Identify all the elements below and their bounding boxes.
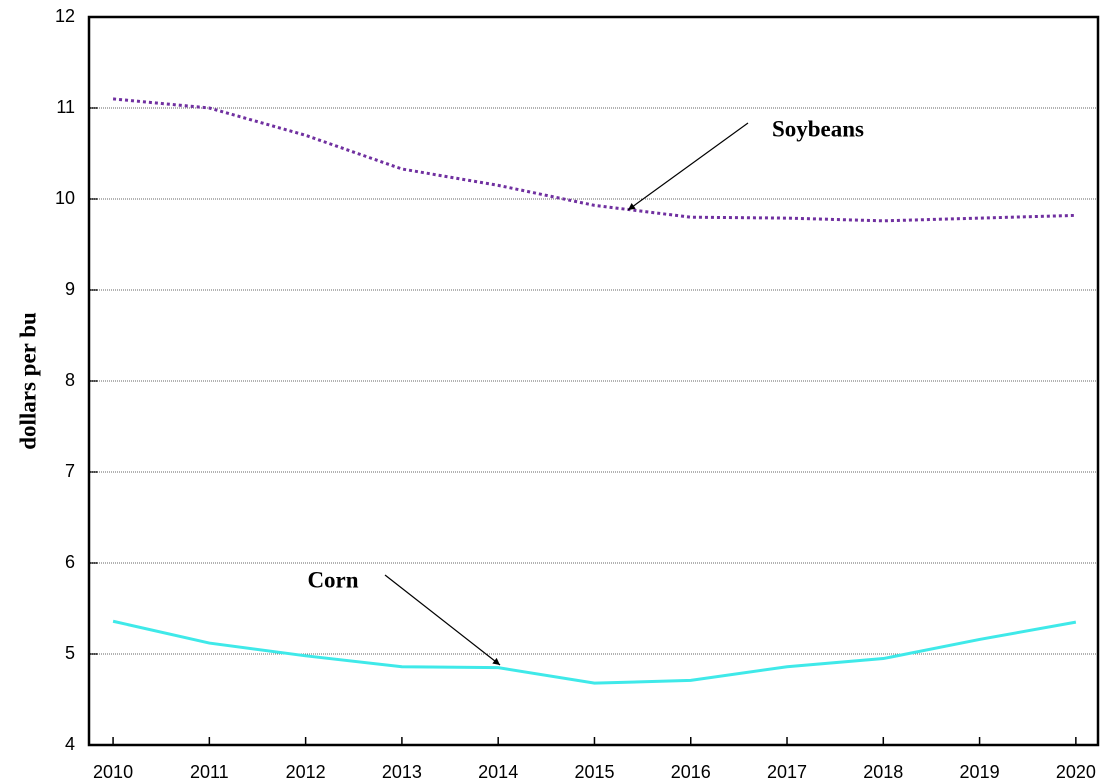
x-tick-label: 2019	[960, 762, 1000, 782]
x-tick-label: 2012	[286, 762, 326, 782]
x-tick-label: 2016	[671, 762, 711, 782]
series-line	[112, 619, 1077, 685]
x-tick-label: 2017	[767, 762, 807, 782]
y-axis-label: dollars per bu	[15, 312, 40, 450]
annotation-arrow	[627, 122, 749, 211]
annotation-arrow	[384, 574, 501, 666]
series-annotation: Corn	[307, 567, 358, 592]
y-tick-label: 4	[65, 734, 75, 754]
x-tick-label: 2015	[574, 762, 614, 782]
x-tick-label: 2014	[478, 762, 518, 782]
x-tick-label: 2010	[93, 762, 133, 782]
y-tick-label: 5	[65, 643, 75, 663]
y-tick-label: 9	[65, 279, 75, 299]
y-tick-label: 11	[56, 97, 75, 117]
x-tick-label: 2020	[1056, 762, 1096, 782]
y-tick-label: 10	[55, 188, 75, 208]
y-tick-label: 6	[65, 552, 75, 572]
y-tick-label: 12	[55, 6, 75, 26]
y-tick-label: 8	[65, 370, 75, 390]
plot-frame	[87, 15, 1100, 747]
x-tick-label: 2018	[863, 762, 903, 782]
y-tick-label: 7	[65, 461, 75, 481]
x-tick-label: 2013	[382, 762, 422, 782]
x-tick-label: 2011	[190, 762, 229, 782]
series-annotation: Soybeans	[772, 116, 864, 141]
series-line	[112, 97, 1076, 223]
